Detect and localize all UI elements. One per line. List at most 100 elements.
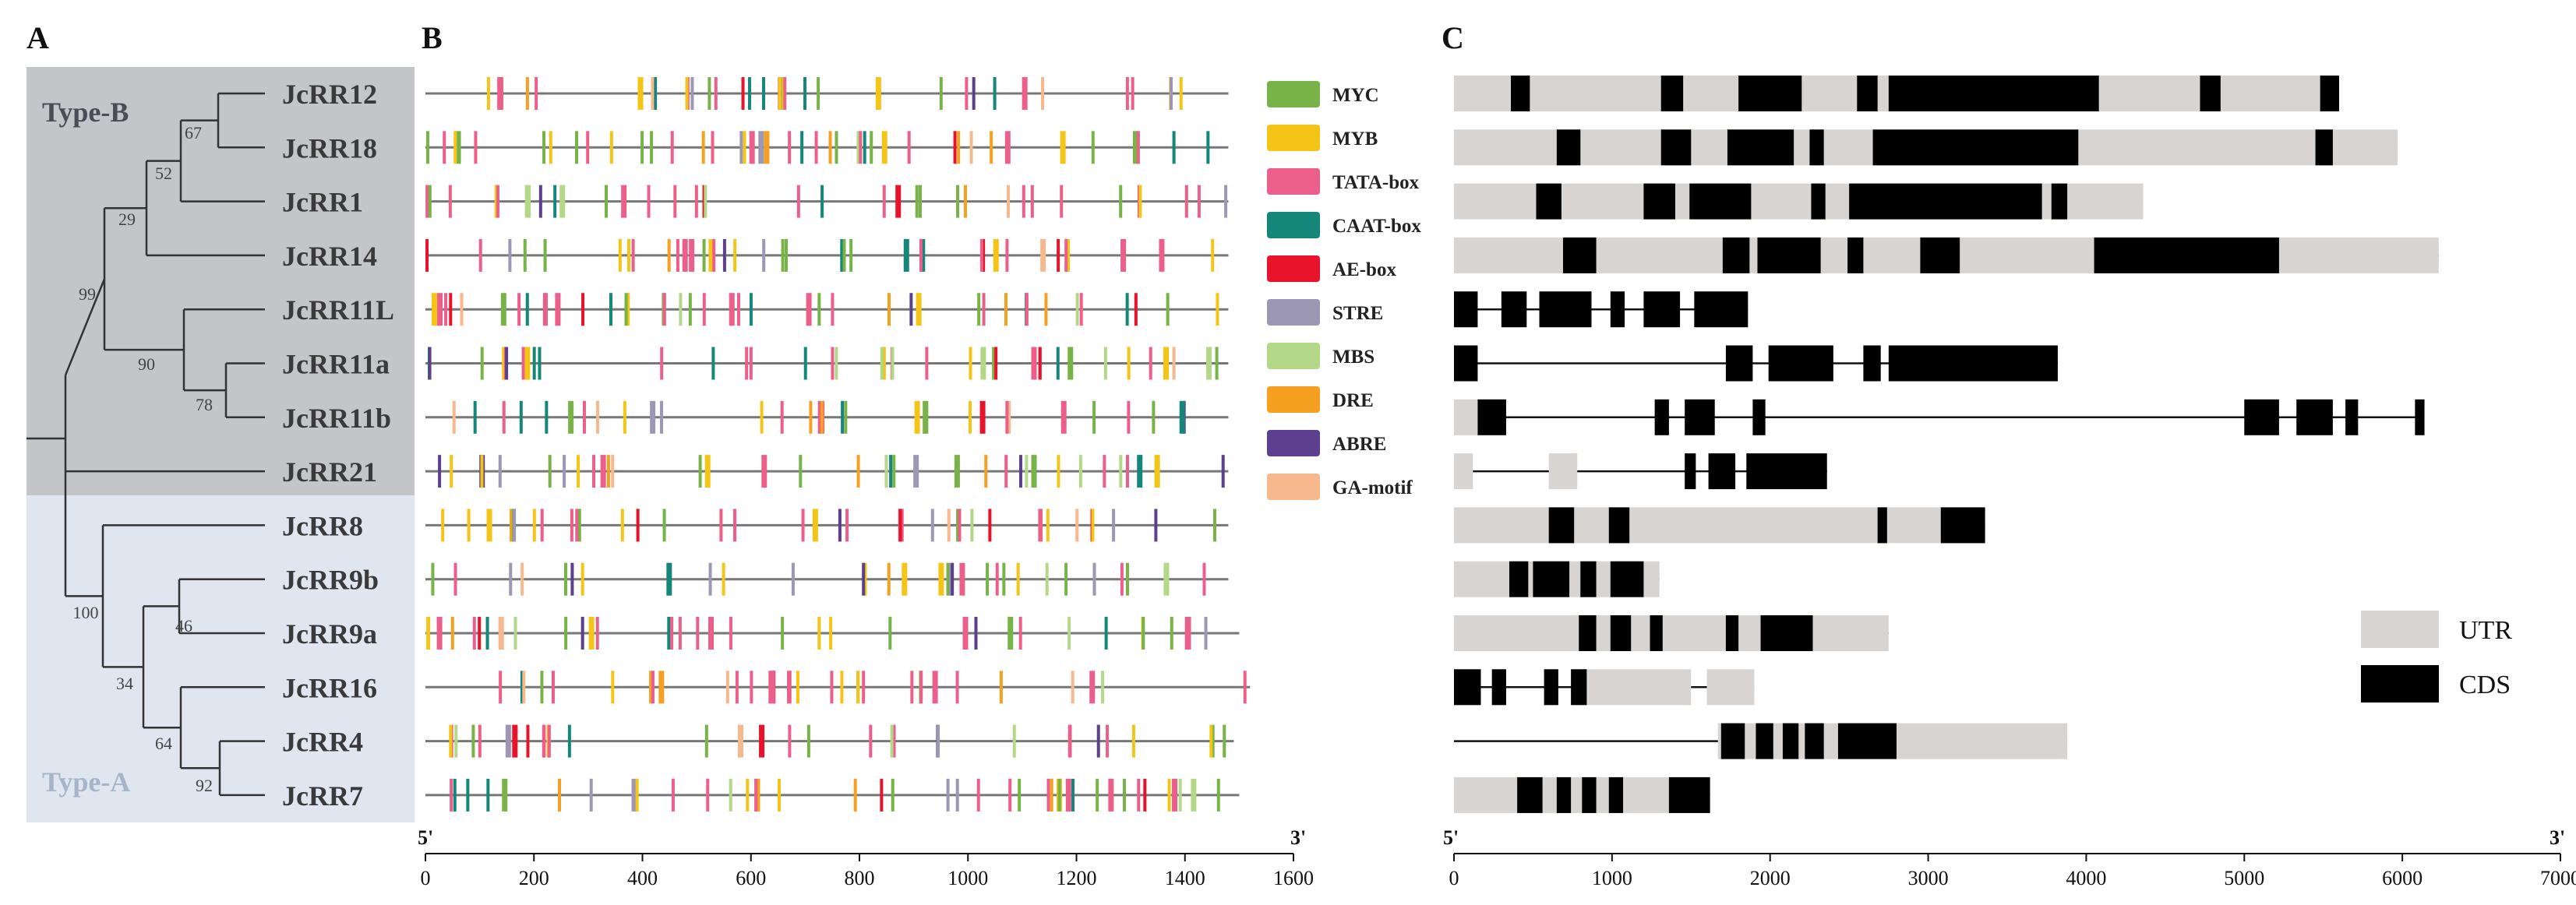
cis-element-mark <box>522 671 526 704</box>
cis-element-mark <box>1056 347 1060 380</box>
cds-block <box>1660 76 1684 111</box>
gene-structure-row <box>1454 507 1985 544</box>
cis-element-mark <box>796 185 800 218</box>
cis-element-mark <box>859 131 863 164</box>
cis-element-mark <box>532 509 536 542</box>
cis-element-mark <box>932 671 938 704</box>
cis-element-mark <box>563 562 567 596</box>
tree-branch <box>64 278 106 376</box>
panel-b-label: B <box>422 20 443 55</box>
cis-element-mark <box>1206 131 1210 164</box>
cds-block <box>1454 669 1481 706</box>
cis-element-mark <box>1071 778 1075 812</box>
cis-element-mark <box>450 455 453 488</box>
cis-element-mark <box>884 455 888 488</box>
cis-element-mark <box>939 77 943 110</box>
cis-element-mark <box>542 131 546 164</box>
gene-label: JcRR21 <box>282 456 377 488</box>
cis-element-mark <box>1211 238 1215 272</box>
cis-element-mark <box>1154 509 1158 542</box>
cis-element-mark <box>1112 509 1116 542</box>
legend-swatch <box>1267 81 1320 107</box>
gene-structure-row <box>1454 129 2398 166</box>
cds-block <box>2315 129 2333 166</box>
cds-block <box>1650 615 1663 651</box>
cis-element-mark <box>649 671 653 704</box>
cis-element-mark <box>1018 455 1022 488</box>
cis-element-mark <box>754 778 758 812</box>
cis-element-mark <box>478 238 482 272</box>
cis-element-mark <box>925 347 929 380</box>
cis-element-mark <box>1022 77 1028 110</box>
promoter-tick-label: 1400 <box>1165 867 1205 889</box>
cis-element-mark <box>1057 455 1060 488</box>
cis-element-mark <box>1091 131 1095 164</box>
cis-element-mark <box>438 455 442 488</box>
promoter-tick-label: 200 <box>519 867 549 889</box>
cis-element-mark <box>887 293 891 326</box>
cis-element-mark <box>735 671 739 704</box>
cis-element-mark <box>910 671 914 704</box>
cis-element-mark <box>580 617 584 650</box>
cis-element-mark <box>749 293 753 326</box>
cis-element-mark <box>849 238 853 272</box>
cis-element-mark <box>1004 293 1007 326</box>
cis-element-mark <box>1075 293 1079 326</box>
cis-element-mark <box>982 238 986 272</box>
cis-element-mark <box>1206 347 1212 380</box>
bootstrap-value: 100 <box>73 603 99 622</box>
cis-element-mark <box>542 293 546 326</box>
panel-a-label: A <box>26 20 49 55</box>
cis-element-mark <box>743 131 746 164</box>
cis-element-mark <box>1040 238 1046 272</box>
bootstrap-value: 64 <box>155 734 172 753</box>
cis-element-mark <box>863 562 867 596</box>
cis-element-mark <box>480 347 484 380</box>
cis-element-mark <box>969 347 972 380</box>
cis-element-mark <box>737 724 743 758</box>
cis-element-mark <box>1164 347 1168 380</box>
cds-block <box>1809 129 1824 166</box>
cis-element-mark <box>1126 455 1130 488</box>
cds-block <box>1694 291 1749 328</box>
cds-block <box>1727 129 1794 166</box>
cis-element-mark <box>993 77 997 110</box>
cis-element-mark <box>1120 238 1127 272</box>
gene-structure-rows <box>1454 76 2439 813</box>
cis-element-mark <box>474 131 478 164</box>
cds-block <box>1689 183 1752 220</box>
cds-block <box>2244 399 2279 435</box>
cis-element-mark <box>472 617 476 650</box>
cds-block <box>1454 291 1478 328</box>
cds-block <box>1660 129 1692 166</box>
type-b-label: Type-B <box>42 97 129 128</box>
cds-block <box>1571 669 1587 706</box>
bootstrap-value: 78 <box>196 395 213 414</box>
cis-element-mark <box>453 778 457 812</box>
cis-element-mark <box>733 509 737 542</box>
cis-element-mark <box>682 238 688 272</box>
gene-structure-row <box>1454 723 2068 759</box>
cis-element-mark <box>524 185 528 218</box>
legend-label: GA-motif <box>1332 477 1413 498</box>
cis-element-mark <box>994 347 998 380</box>
cis-element-mark <box>1137 455 1143 488</box>
cis-element-mark <box>1120 562 1124 596</box>
cis-element-mark <box>806 293 812 326</box>
cis-element-mark <box>714 77 718 110</box>
cis-element-mark <box>542 724 546 758</box>
cds-block <box>1752 399 1766 435</box>
structure-tick-label: 4000 <box>2066 867 2106 889</box>
cis-element-mark <box>1119 185 1123 218</box>
promoter-tick-label: 400 <box>627 867 658 889</box>
cis-element-mark <box>673 185 677 218</box>
cis-element-mark <box>898 509 902 542</box>
cis-element-mark <box>891 347 895 380</box>
legend-label: TATA-box <box>1332 172 1420 193</box>
promoter-start-label: 5' <box>418 826 433 849</box>
cis-element-mark <box>551 671 555 704</box>
cis-element-mark <box>497 77 501 110</box>
cis-element-mark <box>545 400 549 434</box>
cds-block <box>1582 776 1597 813</box>
